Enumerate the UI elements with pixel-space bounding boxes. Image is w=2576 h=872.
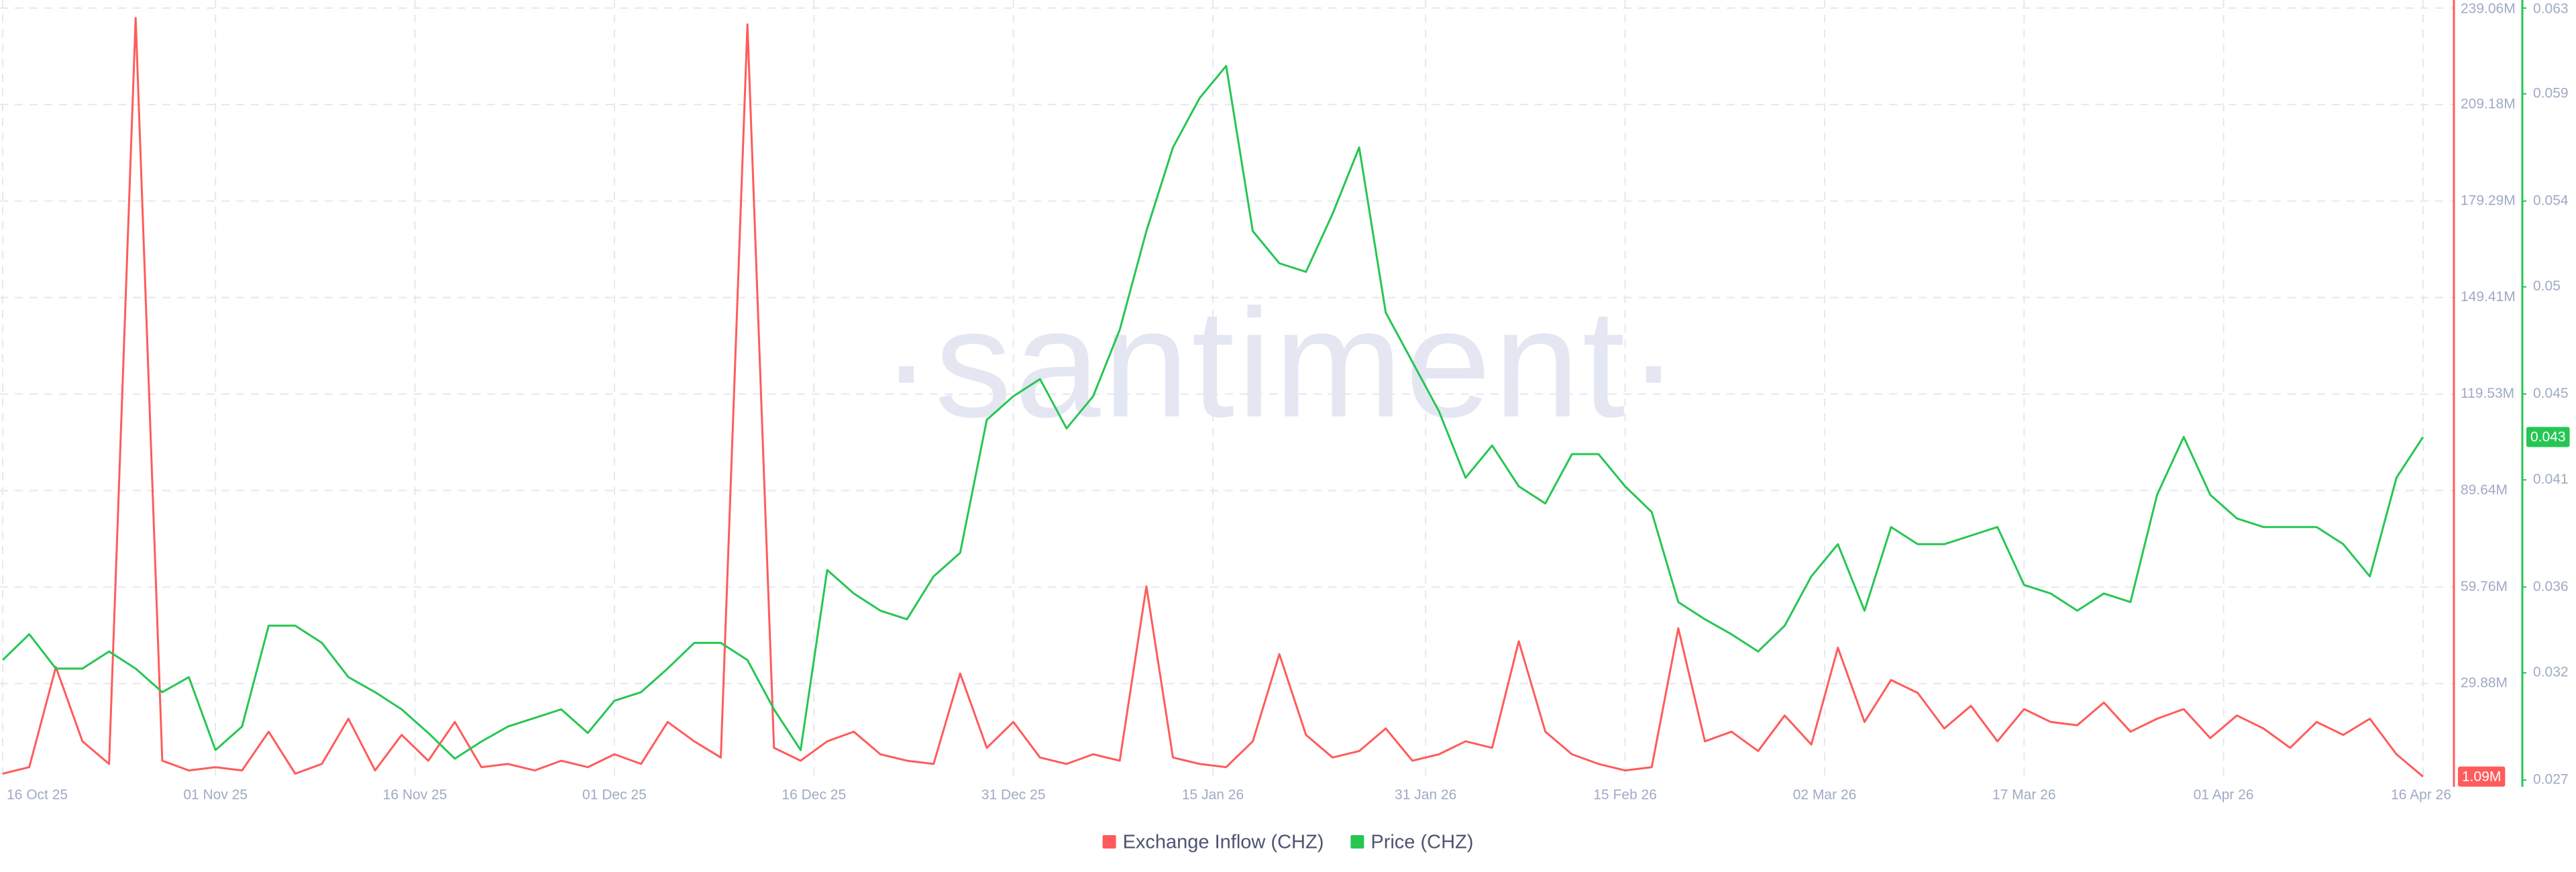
badge-label: 1.09M — [2462, 769, 2501, 784]
x-tick-label: 31 Jan 26 — [1395, 787, 1456, 803]
x-tick-label: 15 Feb 26 — [1593, 787, 1657, 803]
y2-tick-label: 0.036 — [2533, 579, 2569, 594]
y2-tick-label: 0.063 — [2533, 1, 2569, 17]
y2-tick-label: 0.05 — [2533, 278, 2561, 294]
x-tick-label: 01 Nov 25 — [183, 787, 248, 803]
y-tick-label: 179.29M — [2461, 193, 2516, 208]
x-tick-label: 16 Oct 25 — [7, 787, 68, 803]
y2-tick-label: 0.032 — [2533, 665, 2569, 680]
y-tick-label: 59.76M — [2461, 579, 2508, 594]
y-tick-label: 149.41M — [2461, 289, 2516, 305]
y-tick-label: 119.53M — [2461, 386, 2514, 401]
x-tick-label: 31 Dec 25 — [981, 787, 1046, 803]
y-tick-label: 29.88M — [2461, 675, 2508, 691]
series-line — [1, 64, 2424, 760]
x-tick-label: 01 Dec 25 — [582, 787, 647, 803]
x-tick-label: 16 Nov 25 — [383, 787, 447, 803]
y-tick-label: 89.64M — [2461, 482, 2508, 498]
y2-tick-label: 0.045 — [2533, 386, 2569, 401]
legend-label[interactable]: Exchange Inflow (CHZ) — [1123, 832, 1324, 853]
series-line — [2, 17, 2424, 777]
x-tick-label: 17 Mar 26 — [1992, 787, 2056, 803]
y-tick-label: 209.18M — [2461, 96, 2516, 111]
badge-box — [2458, 766, 2506, 787]
legend-label[interactable]: Price (CHZ) — [1371, 832, 1473, 853]
legend-swatch[interactable] — [1102, 835, 1116, 849]
legend: Exchange Inflow (CHZ) Price (CHZ) — [1102, 832, 1473, 853]
watermark: ·santiment· — [881, 277, 1682, 449]
badge-box — [2526, 427, 2570, 447]
value-badge: 0.043 — [2526, 427, 2570, 447]
y2-tick-label: 0.054 — [2533, 193, 2569, 208]
y2-tick-label: 0.027 — [2533, 772, 2569, 787]
x-tick-label: 02 Mar 26 — [1793, 787, 1857, 803]
legend-swatch[interactable] — [1350, 835, 1364, 849]
x-tick-label: 16 Dec 25 — [782, 787, 846, 803]
x-tick-label: 16 Apr 26 — [2391, 787, 2451, 803]
y2-tick-label: 0.059 — [2533, 85, 2569, 101]
x-tick-label: 01 Apr 26 — [2194, 787, 2254, 803]
y2-tick-label: 0.041 — [2533, 472, 2569, 487]
y-tick-label: 239.06M — [2461, 1, 2516, 17]
x-tick-label: 15 Jan 26 — [1182, 787, 1244, 803]
badge-label: 0.043 — [2530, 429, 2566, 445]
value-badge: 1.09M — [2458, 766, 2506, 787]
